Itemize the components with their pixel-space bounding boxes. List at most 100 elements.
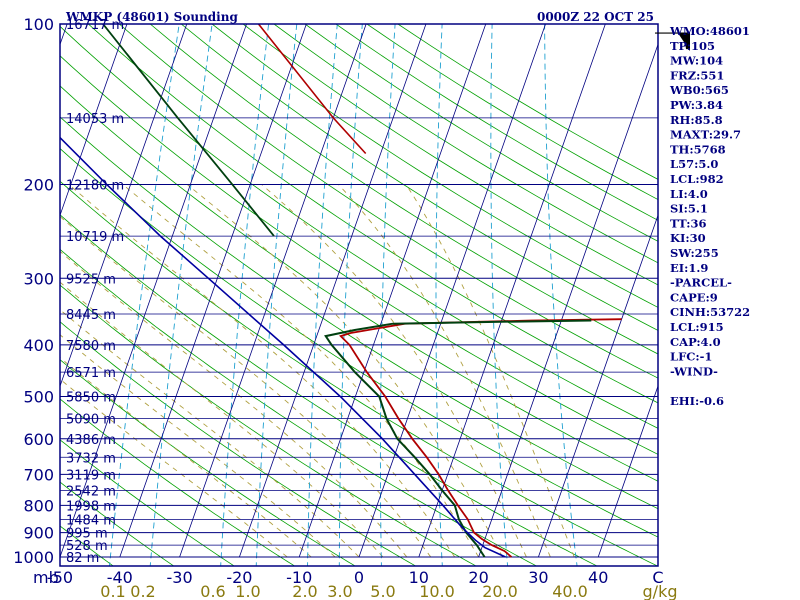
mixing-ratio-line: [149, 24, 213, 566]
dry-adiabat: [60, 214, 598, 566]
dry-adiabat: [60, 439, 235, 566]
moist-adiabat: [338, 184, 551, 558]
index-value: SW:255: [670, 246, 719, 260]
index-value: LCL:915: [670, 320, 724, 334]
isotherm: [60, 24, 128, 217]
dry-adiabat: [211, 24, 658, 308]
index-value: CAPE:9: [670, 290, 718, 304]
mixing-ratio-line: [255, 24, 298, 566]
pressure-tick-label: 300: [23, 269, 54, 288]
dry-adiabat: [149, 24, 658, 355]
height-label: 3732 m: [66, 451, 116, 466]
isotherm: [478, 43, 658, 558]
temperature-tick-label: 30: [528, 568, 548, 587]
height-label: 10719 m: [66, 230, 124, 245]
pressure-tick-label: 700: [23, 465, 54, 484]
pressure-tick-label: 200: [23, 175, 54, 194]
index-value: -PARCEL-: [670, 276, 732, 290]
dry-adiabat: [60, 248, 538, 566]
dry-adiabat: [60, 359, 356, 566]
index-value: PW:3.84: [670, 98, 723, 112]
index-value: EI:1.9: [670, 261, 708, 275]
height-label: 995 m: [66, 527, 108, 542]
dry-adiabat: [60, 116, 658, 510]
pressure-tick-label: 600: [23, 430, 54, 449]
dry-adiabat: [273, 24, 658, 264]
dry-adiabat: [60, 148, 658, 538]
mixing-ratio-label: g/kg: [643, 582, 678, 600]
isotherm: [179, 24, 367, 558]
moist-adiabat: [68, 184, 456, 558]
pressure-tick-label: 500: [23, 388, 54, 407]
mixing-ratio-label: 0.1: [100, 582, 125, 600]
mixing-ratio-line: [220, 24, 270, 566]
temperature-tick-label: -30: [167, 568, 193, 587]
isotherm: [418, 24, 606, 558]
mixing-ratio-label: 3.0: [327, 582, 352, 600]
index-value: -WIND-: [670, 364, 718, 378]
mixing-ratio-label: 0.6: [200, 582, 225, 600]
isotherm: [239, 24, 427, 558]
dry-adiabat: [60, 25, 658, 429]
dry-adiabat: [180, 24, 658, 331]
isotherm: [119, 24, 307, 558]
moist-adiabat: [405, 184, 575, 558]
series-dewpoint: [324, 319, 592, 558]
height-label: 9525 m: [66, 272, 116, 287]
mixing-ratio-label: 1.0: [235, 582, 260, 600]
pressure-tick-label: 1000: [13, 548, 54, 567]
index-value: WMO:48601: [669, 24, 750, 38]
dry-adiabat: [60, 55, 658, 455]
mixing-ratio-line: [307, 24, 338, 566]
pressure-tick-label: 100: [23, 15, 54, 34]
pressure-tick-label: 400: [23, 336, 54, 355]
mixing-ratio-line: [490, 24, 509, 566]
height-label: 8445 m: [66, 308, 116, 323]
index-value: CAP:4.0: [670, 335, 721, 349]
pressure-tick-label: 900: [23, 524, 54, 543]
series-temperature: [339, 318, 622, 558]
dry-adiabat: [60, 481, 175, 566]
index-value: EHI:-0.6: [670, 394, 724, 408]
mixing-ratio-label: 40.0: [552, 582, 588, 600]
dry-adiabat: [60, 85, 658, 482]
isotherm: [60, 24, 247, 558]
height-label: 1998 m: [66, 499, 116, 514]
moist-adiabat: [60, 357, 312, 558]
dry-adiabat: [60, 525, 114, 566]
index-value: FRZ:551: [670, 68, 724, 82]
grid: [60, 24, 658, 566]
index-value: LCL:982: [670, 172, 724, 186]
wind-barb-pennant: [684, 33, 690, 50]
mixing-ratio-label: 2.0: [292, 582, 317, 600]
index-value: LFC:-1: [670, 350, 712, 364]
height-label: 1484 m: [66, 513, 116, 528]
valid-time: 0000Z 22 OCT 25: [537, 10, 654, 24]
mixing-ratio-label: 5.0: [370, 582, 395, 600]
series-upper-dewpoint: [102, 24, 275, 237]
mixing-ratio-label: 10.0: [419, 582, 455, 600]
index-value: SI:5.1: [670, 202, 708, 216]
height-label: 5850 m: [66, 391, 116, 406]
temperature-tick-label: 40: [588, 568, 608, 587]
mixing-ratio-line: [338, 24, 363, 566]
index-value: RH:85.8: [670, 113, 723, 127]
index-value: MW:104: [670, 54, 723, 68]
isotherm: [60, 24, 188, 388]
index-value: CINH:53722: [670, 305, 750, 319]
mixing-ratio-label: 0.2: [130, 582, 155, 600]
isotherm: [538, 214, 658, 558]
dry-adiabat: [60, 284, 477, 566]
dry-adiabat: [60, 398, 296, 566]
isotherm: [298, 24, 487, 558]
height-label: 4386 m: [66, 433, 116, 448]
height-label: 2542 m: [66, 484, 116, 499]
temperature-tick-label: 0: [354, 568, 364, 587]
moist-adiabat: [60, 250, 408, 558]
height-label: 82 m: [66, 551, 99, 566]
height-label: 528 m: [66, 539, 108, 554]
dry-adiabat: [60, 321, 417, 566]
mixing-ratio-line: [435, 24, 443, 566]
mixing-ratio-line: [379, 24, 396, 566]
